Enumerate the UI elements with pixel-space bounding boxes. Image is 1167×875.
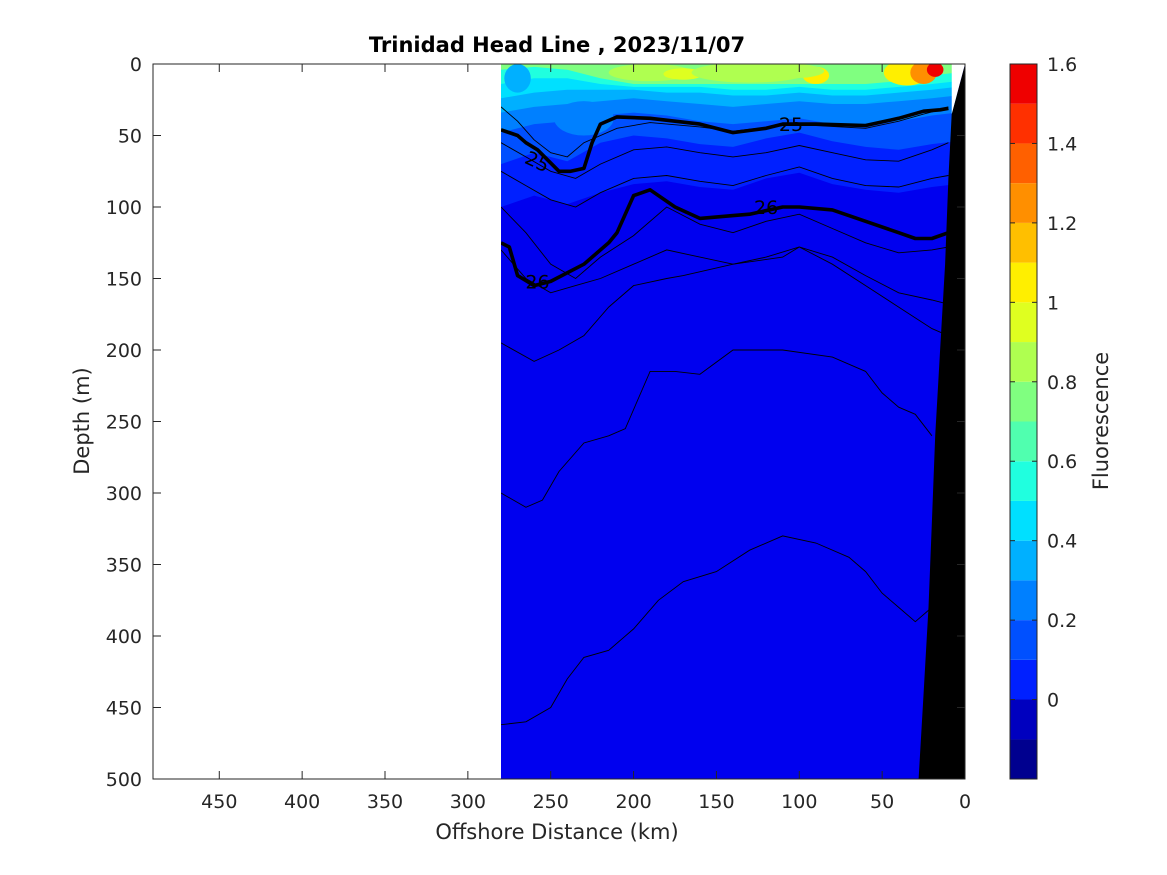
colorbar-tick-label: 0.4 — [1047, 531, 1077, 553]
colorbar-swatch — [1010, 64, 1037, 104]
colorbar-tick-label: 0.6 — [1047, 451, 1077, 473]
bold-isoline-25 — [501, 106, 949, 174]
colorbar-tick-label: 0 — [1047, 690, 1059, 712]
colorbar-swatch — [1010, 540, 1037, 581]
bathymetry-mask — [918, 64, 965, 779]
colorbar-swatch — [1010, 103, 1037, 144]
thin-isoline — [501, 166, 949, 208]
colorbar-tick-label: 0.2 — [1047, 610, 1077, 632]
colorbar-swatch — [1010, 580, 1037, 621]
fluorescence-field — [501, 64, 965, 779]
thin-isoline — [501, 142, 949, 179]
colorbar-swatch — [1010, 381, 1037, 422]
colorbar-swatch — [1010, 461, 1037, 501]
x-tick-label: 300 — [450, 791, 486, 813]
x-axis-label: Offshore Distance (km) — [435, 820, 678, 844]
contour-label: 26 — [525, 271, 549, 293]
contour-label: 26 — [754, 197, 778, 219]
patch-red — [926, 64, 944, 77]
thin-isoline — [501, 246, 949, 362]
x-tick-label: 400 — [284, 791, 320, 813]
y-tick-label: 300 — [106, 483, 142, 505]
colorbar-tick-label: 1.4 — [1047, 133, 1077, 155]
seafloor — [918, 64, 965, 779]
colorbar-swatch — [1010, 262, 1037, 303]
colorbar-tick-label: 1.2 — [1047, 213, 1077, 235]
y-tick-label: 150 — [106, 269, 142, 291]
colorbar-swatch — [1010, 183, 1037, 223]
patch-yellowgreen-3 — [757, 64, 825, 79]
y-tick-label: 450 — [106, 698, 142, 720]
thin-isoline — [501, 349, 933, 508]
colorbar-swatch — [1010, 620, 1037, 660]
colorbar-swatch — [1010, 421, 1037, 462]
y-tick-label: 100 — [106, 197, 142, 219]
colorbar-swatch-low — [1010, 699, 1037, 740]
colorbar-swatch — [1010, 143, 1037, 184]
axes: 450 400 350 300 250 200 150 100 50 00501001502002… — [106, 54, 971, 813]
colorbar-swatch — [1010, 302, 1037, 343]
colorbar: 0 0.2 0.4 0.6 0.8 1 1.2 1.4 1.6 — [1009, 54, 1077, 780]
colorbar-label: Fluorescence — [1089, 352, 1113, 490]
coast-gap — [951, 64, 965, 115]
x-tick-label: 100 — [781, 791, 817, 813]
chart-title: Trinidad Head Line , 2023/11/07 — [369, 33, 745, 57]
patch-blue-1 — [554, 101, 614, 136]
thin-isoline — [501, 106, 949, 158]
x-tick-label: 450 — [201, 791, 237, 813]
colorbar-swatch — [1010, 342, 1037, 382]
y-tick-label: 200 — [106, 340, 142, 362]
x-tick-label: 250 — [533, 791, 569, 813]
x-tick-label: 350 — [367, 791, 403, 813]
y-tick-label: 250 — [106, 412, 142, 434]
y-tick-label: 0 — [130, 54, 142, 76]
colorbar-tick-label: 1 — [1047, 292, 1059, 314]
density-isolines — [501, 106, 949, 726]
contour-label: 25 — [779, 114, 803, 136]
y-tick-label: 500 — [106, 769, 142, 791]
colorbar-swatch — [1010, 500, 1037, 541]
colorbar-swatch — [1010, 222, 1037, 263]
x-tick-label: 200 — [615, 791, 651, 813]
colorbar-tick-label: 1.6 — [1047, 54, 1077, 76]
y-tick-label: 350 — [106, 555, 142, 577]
colorbar-frame — [1009, 63, 1038, 780]
colorbar-tick-label: 0.8 — [1047, 372, 1077, 394]
x-tick-label: 150 — [698, 791, 734, 813]
bold-isoline-26 — [501, 188, 949, 288]
colorbar-swatch-bottom — [1010, 739, 1037, 779]
y-tick-label: 400 — [106, 626, 142, 648]
y-axis-label: Depth (m) — [70, 367, 94, 474]
y-tick-label: 50 — [118, 126, 142, 148]
patch-lightblue — [504, 64, 531, 93]
colorbar-swatch — [1010, 659, 1037, 700]
thin-isoline — [501, 246, 949, 305]
x-tick-label: 0 — [959, 791, 971, 813]
thin-isoline — [501, 206, 949, 280]
x-tick-label: 50 — [870, 791, 894, 813]
thin-isoline — [501, 535, 933, 726]
